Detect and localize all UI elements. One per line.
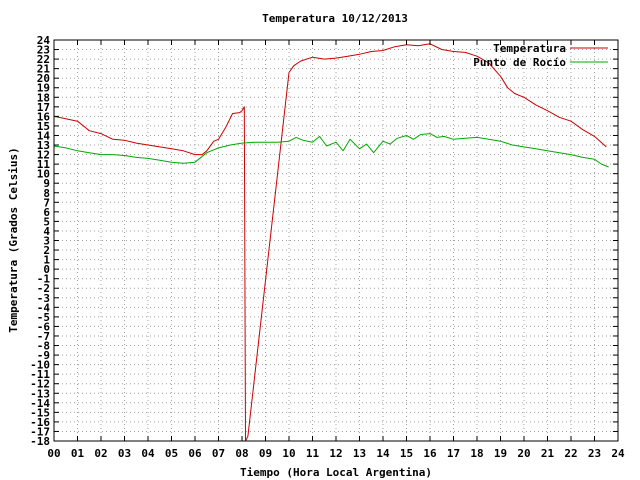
- y-tick-label: -7: [37, 330, 50, 343]
- y-tick-label: 7: [43, 196, 50, 209]
- y-tick-label: 0: [43, 263, 50, 276]
- y-tick-label: 20: [37, 72, 50, 85]
- y-tick-label: 24: [37, 34, 51, 47]
- y-tick-label: 14: [37, 129, 51, 142]
- x-tick-label: 15: [400, 447, 413, 460]
- x-tick-label: 24: [611, 447, 625, 460]
- x-tick-label: 02: [94, 447, 107, 460]
- x-axis-label: Tiempo (Hora Local Argentina): [240, 466, 432, 479]
- series-line-temperatura: [53, 43, 607, 442]
- x-tick-label: 17: [447, 447, 460, 460]
- y-tick-label: 11: [37, 158, 51, 171]
- y-tick-label: -4: [37, 301, 51, 314]
- y-tick-label: 19: [37, 82, 50, 95]
- x-tick-label: 14: [376, 447, 390, 460]
- chart-title: Temperatura 10/12/2013: [262, 12, 408, 25]
- x-tick-label: 20: [517, 447, 530, 460]
- x-tick-label: 16: [423, 447, 437, 460]
- y-tick-label: 10: [37, 168, 50, 181]
- y-tick-label: -10: [30, 359, 50, 372]
- x-tick-label: 21: [541, 447, 555, 460]
- x-tick-label: 03: [118, 447, 131, 460]
- y-tick-label: -17: [30, 425, 50, 438]
- y-tick-label: 4: [43, 225, 50, 238]
- y-tick-label: 12: [37, 149, 50, 162]
- x-tick-label: 11: [306, 447, 320, 460]
- x-tick-label: 06: [188, 447, 202, 460]
- y-tick-label: -6: [37, 320, 51, 333]
- series-layer: [53, 43, 609, 442]
- y-axis-tick-labels: 2423222120191817161514131211109876543210…: [30, 34, 50, 448]
- x-tick-label: 00: [47, 447, 60, 460]
- legend-label-punto-de-rocio: Punto de Rocío: [473, 56, 566, 69]
- y-tick-label: -1: [37, 273, 51, 286]
- y-tick-label: -15: [30, 406, 50, 419]
- y-tick-label: 2: [43, 244, 50, 257]
- x-axis-tick-labels: 00 01 02 03 04 05 06 07 08 09 10 11 12 13 14 15 16 17 18 19…: [47, 447, 625, 460]
- y-tick-label: 18: [37, 91, 50, 104]
- y-tick-label: 16: [37, 110, 51, 123]
- x-tick-label: 22: [564, 447, 577, 460]
- y-tick-label: 15: [37, 120, 50, 133]
- legend-label-temperatura: Temperatura: [493, 42, 566, 55]
- y-tick-label: 23: [37, 44, 50, 57]
- legend: Temperatura Punto de Rocío: [473, 42, 608, 69]
- y-tick-label: 17: [37, 101, 50, 114]
- y-tick-label: 21: [37, 63, 51, 76]
- y-tick-label: -13: [30, 387, 50, 400]
- x-tick-label: 10: [282, 447, 295, 460]
- y-tick-label: -16: [30, 416, 50, 429]
- axis-ticks: [53, 39, 619, 442]
- y-tick-label: -2: [37, 282, 50, 295]
- x-tick-label: 09: [259, 447, 272, 460]
- y-tick-label: -8: [37, 340, 50, 353]
- y-tick-label: 8: [43, 187, 50, 200]
- y-tick-label: -11: [30, 368, 50, 381]
- y-tick-label: -9: [37, 349, 50, 362]
- series-line-punto-de-rocio: [53, 133, 609, 168]
- x-tick-label: 05: [165, 447, 178, 460]
- x-tick-label: 08: [235, 447, 248, 460]
- y-tick-label: -14: [30, 397, 50, 410]
- x-tick-label: 23: [588, 447, 601, 460]
- y-tick-label: 1: [43, 254, 50, 267]
- x-tick-label: 12: [329, 447, 342, 460]
- x-tick-label: 13: [353, 447, 366, 460]
- x-tick-label: 01: [71, 447, 85, 460]
- y-tick-label: 6: [43, 206, 50, 219]
- y-tick-label: 5: [43, 215, 50, 228]
- x-tick-label: 19: [494, 447, 507, 460]
- y-tick-label: -5: [37, 311, 50, 324]
- grid: [53, 39, 619, 442]
- y-axis-label: Temperatura (Grados Celsius): [7, 147, 20, 332]
- x-tick-label: 04: [141, 447, 155, 460]
- y-tick-label: -3: [37, 292, 50, 305]
- y-tick-label: 22: [37, 53, 50, 66]
- x-tick-label: 07: [212, 447, 225, 460]
- y-tick-label: 3: [43, 235, 50, 248]
- x-tick-label: 18: [470, 447, 483, 460]
- y-tick-label: -18: [30, 435, 50, 448]
- y-tick-label: 13: [37, 139, 50, 152]
- y-tick-label: -12: [30, 378, 50, 391]
- y-tick-label: 9: [43, 177, 50, 190]
